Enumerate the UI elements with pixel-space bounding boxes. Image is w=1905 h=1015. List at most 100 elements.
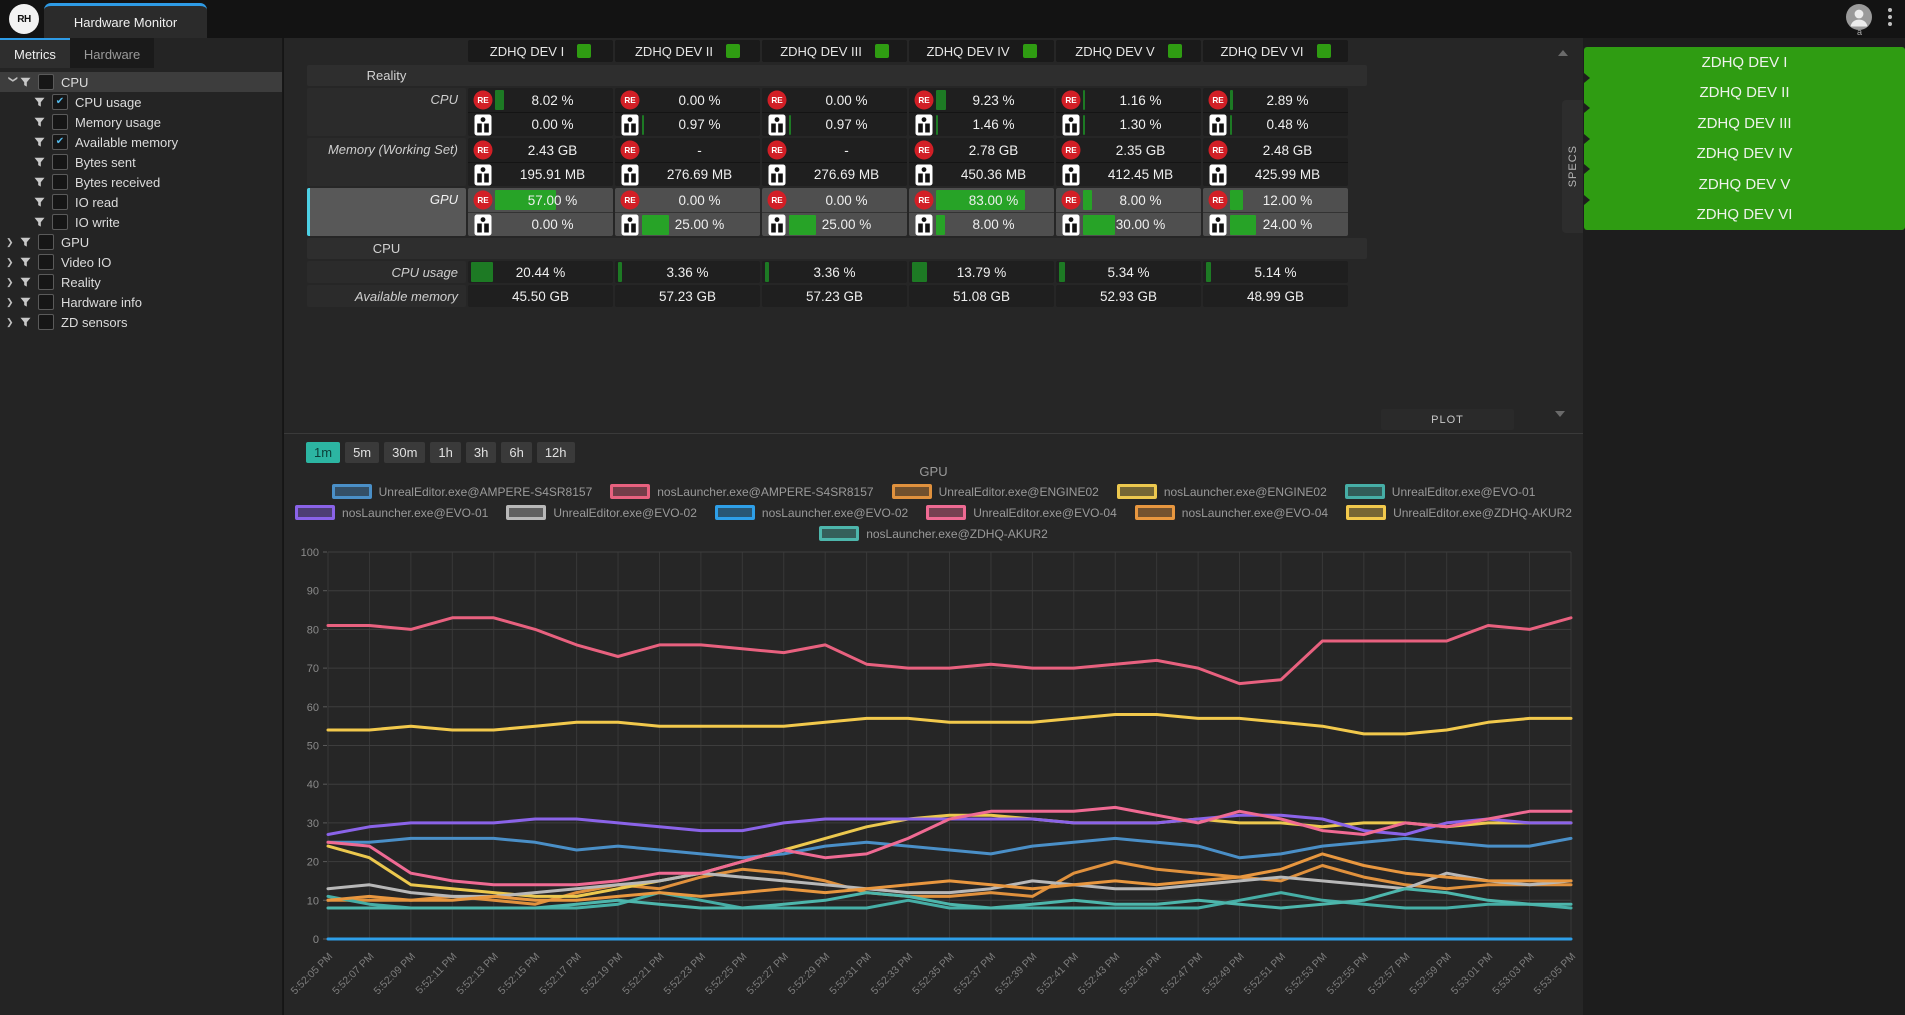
metric-row-available-memory[interactable]: Available memory 45.50 GB 57.23 GB 57.23 GB… <box>307 285 1367 307</box>
tree-item-gpu[interactable]: ❯ GPU <box>0 232 282 252</box>
tree-item-io-read[interactable]: IO read <box>0 192 282 212</box>
specs-device-item[interactable]: ZDHQ DEV III <box>1697 114 1792 132</box>
device-column-header[interactable]: ZDHQ DEV V <box>1056 40 1201 62</box>
specs-device-item[interactable]: ZDHQ DEV IV <box>1696 145 1793 163</box>
tree-item-reality[interactable]: ❯ Reality <box>0 272 282 292</box>
metric-subrow: 57.23 GB <box>762 285 907 307</box>
scroll-down-icon[interactable] <box>1555 411 1565 417</box>
legend-item[interactable]: nosLauncher.exe@ENGINE02 <box>1116 484 1327 499</box>
checkbox[interactable] <box>38 234 54 250</box>
legend-item[interactable]: UnrealEditor.exe@ENGINE02 <box>891 484 1099 499</box>
time-range-1m[interactable]: 1m <box>306 442 341 463</box>
chevron-right-icon[interactable]: ❯ <box>6 276 14 287</box>
tree-item-label: Memory usage <box>75 114 161 130</box>
device-name: ZDHQ DEV II <box>634 43 713 59</box>
checkbox[interactable] <box>38 314 54 330</box>
device-column-header[interactable]: ZDHQ DEV III <box>762 40 907 62</box>
host-icon <box>471 164 495 186</box>
plot-expand-button[interactable]: PLOT <box>1381 409 1514 430</box>
filter-funnel-icon[interactable] <box>20 257 36 268</box>
app-tab-hardware-monitor[interactable]: Hardware Monitor <box>44 3 207 38</box>
user-avatar-icon[interactable] <box>1846 4 1872 30</box>
filter-funnel-icon[interactable] <box>34 217 50 228</box>
metric-row-memory-working-set-[interactable]: Memory (Working Set) RE 2.43 GB 195.91 MB RE… <box>307 138 1367 186</box>
filter-funnel-icon[interactable] <box>34 177 50 188</box>
tree-item-bytes-received[interactable]: Bytes received <box>0 172 282 192</box>
legend-item[interactable]: nosLauncher.exe@EVO-01 <box>295 505 488 520</box>
checkbox[interactable] <box>38 294 54 310</box>
filter-funnel-icon[interactable] <box>34 197 50 208</box>
legend-item[interactable]: UnrealEditor.exe@AMPERE-S4SR8157 <box>331 484 592 499</box>
checkbox[interactable] <box>38 274 54 290</box>
legend-item[interactable]: nosLauncher.exe@EVO-02 <box>714 505 908 520</box>
time-range-1h[interactable]: 1h <box>430 442 461 463</box>
device-column-header[interactable]: ZDHQ DEV I <box>468 40 613 62</box>
filter-funnel-icon[interactable] <box>20 297 36 308</box>
specs-device-item[interactable]: ZDHQ DEV V <box>1698 175 1791 193</box>
device-column-header[interactable]: ZDHQ DEV VI <box>1203 40 1348 62</box>
checkbox[interactable] <box>52 194 68 210</box>
metric-cell: 57.23 GB <box>615 285 760 307</box>
checkbox[interactable] <box>52 174 68 190</box>
bar-zone: 20.44 % <box>471 262 610 282</box>
chevron-right-icon[interactable]: ❯ <box>6 316 14 327</box>
group-header-cpu[interactable]: CPU <box>307 238 1367 259</box>
tree-item-zd-sensors[interactable]: ❯ ZD sensors <box>0 312 282 332</box>
filter-funnel-icon[interactable] <box>20 277 36 288</box>
filter-funnel-icon[interactable] <box>34 137 50 148</box>
sidebar-tab-metrics[interactable]: Metrics <box>0 38 70 68</box>
chevron-right-icon[interactable]: ❯ <box>6 256 14 267</box>
checkbox[interactable]: ✔ <box>52 134 68 150</box>
device-column-header[interactable]: ZDHQ DEV IV <box>909 40 1054 62</box>
time-range-12h[interactable]: 12h <box>536 442 575 463</box>
time-range-3h[interactable]: 3h <box>465 442 497 463</box>
checkbox[interactable] <box>52 154 68 170</box>
group-header-reality[interactable]: Reality <box>307 65 1367 86</box>
specs-device-item[interactable]: ZDHQ DEV II <box>1699 84 1790 102</box>
sidebar: Metrics Hardware ❯ CPU ✔ CPU usage Memory usa… <box>0 38 283 1015</box>
legend-item[interactable]: UnrealEditor.exe@ZDHQ-AKUR2 <box>1346 505 1572 520</box>
checkbox[interactable] <box>52 214 68 230</box>
specs-device-item[interactable]: ZDHQ DEV I <box>1701 53 1788 71</box>
legend-swatch <box>295 505 336 520</box>
time-range-6h[interactable]: 6h <box>501 442 532 463</box>
checkbox[interactable] <box>38 254 54 270</box>
specs-tab[interactable]: SPECS <box>1562 100 1583 233</box>
chevron-right-icon[interactable]: ❯ <box>6 236 14 247</box>
metric-row-gpu[interactable]: GPU RE 57.00 % 0.00 % RE 0.00 % 25.00 % RE 0.00 … <box>307 188 1367 236</box>
filter-funnel-icon[interactable] <box>34 117 50 128</box>
checkbox[interactable] <box>52 114 68 130</box>
metric-row-cpu[interactable]: CPU RE 8.02 % 0.00 % RE 0.00 % 0.97 % RE 0.00 % 0… <box>307 88 1367 136</box>
sidebar-tab-hardware[interactable]: Hardware <box>69 38 155 68</box>
tree-item-cpu[interactable]: ❯ CPU <box>0 72 282 92</box>
specs-device-item[interactable]: ZDHQ DEV VI <box>1696 206 1793 224</box>
filter-funnel-icon[interactable] <box>34 97 50 108</box>
filter-funnel-icon[interactable] <box>20 77 36 88</box>
metric-row-cpu-usage[interactable]: CPU usage 20.44 % 3.36 % 3.36 % 13.79 % 5.34 … <box>307 261 1367 283</box>
chevron-down-icon[interactable]: ❯ <box>8 75 19 83</box>
legend-item[interactable]: nosLauncher.exe@EVO-04 <box>1134 505 1328 520</box>
legend-item[interactable]: UnrealEditor.exe@EVO-04 <box>926 505 1117 520</box>
chevron-right-icon[interactable]: ❯ <box>6 296 14 307</box>
filter-funnel-icon[interactable] <box>20 317 36 328</box>
legend-item[interactable]: UnrealEditor.exe@EVO-02 <box>506 505 697 520</box>
legend-item[interactable]: nosLauncher.exe@ZDHQ-AKUR2 <box>819 526 1048 541</box>
time-range-30m[interactable]: 30m <box>384 442 426 463</box>
tree-item-memory-usage[interactable]: Memory usage <box>0 112 282 132</box>
device-column-header[interactable]: ZDHQ DEV II <box>615 40 760 62</box>
tree-item-hardware-info[interactable]: ❯ Hardware info <box>0 292 282 312</box>
tree-item-available-memory[interactable]: ✔ Available memory <box>0 132 282 152</box>
legend-item[interactable]: UnrealEditor.exe@EVO-01 <box>1344 484 1535 499</box>
tree-item-video-io[interactable]: ❯ Video IO <box>0 252 282 272</box>
scroll-up-icon[interactable] <box>1558 50 1568 56</box>
tree-item-cpu-usage[interactable]: ✔ CPU usage <box>0 92 282 112</box>
legend-item[interactable]: nosLauncher.exe@AMPERE-S4SR8157 <box>610 484 874 499</box>
checkbox[interactable] <box>38 74 54 90</box>
kebab-menu-icon[interactable] <box>1888 8 1892 26</box>
time-range-5m[interactable]: 5m <box>345 442 380 463</box>
filter-funnel-icon[interactable] <box>34 157 50 168</box>
tree-item-io-write[interactable]: IO write <box>0 212 282 232</box>
checkbox[interactable]: ✔ <box>52 94 68 110</box>
filter-funnel-icon[interactable] <box>20 237 36 248</box>
tree-item-bytes-sent[interactable]: Bytes sent <box>0 152 282 172</box>
